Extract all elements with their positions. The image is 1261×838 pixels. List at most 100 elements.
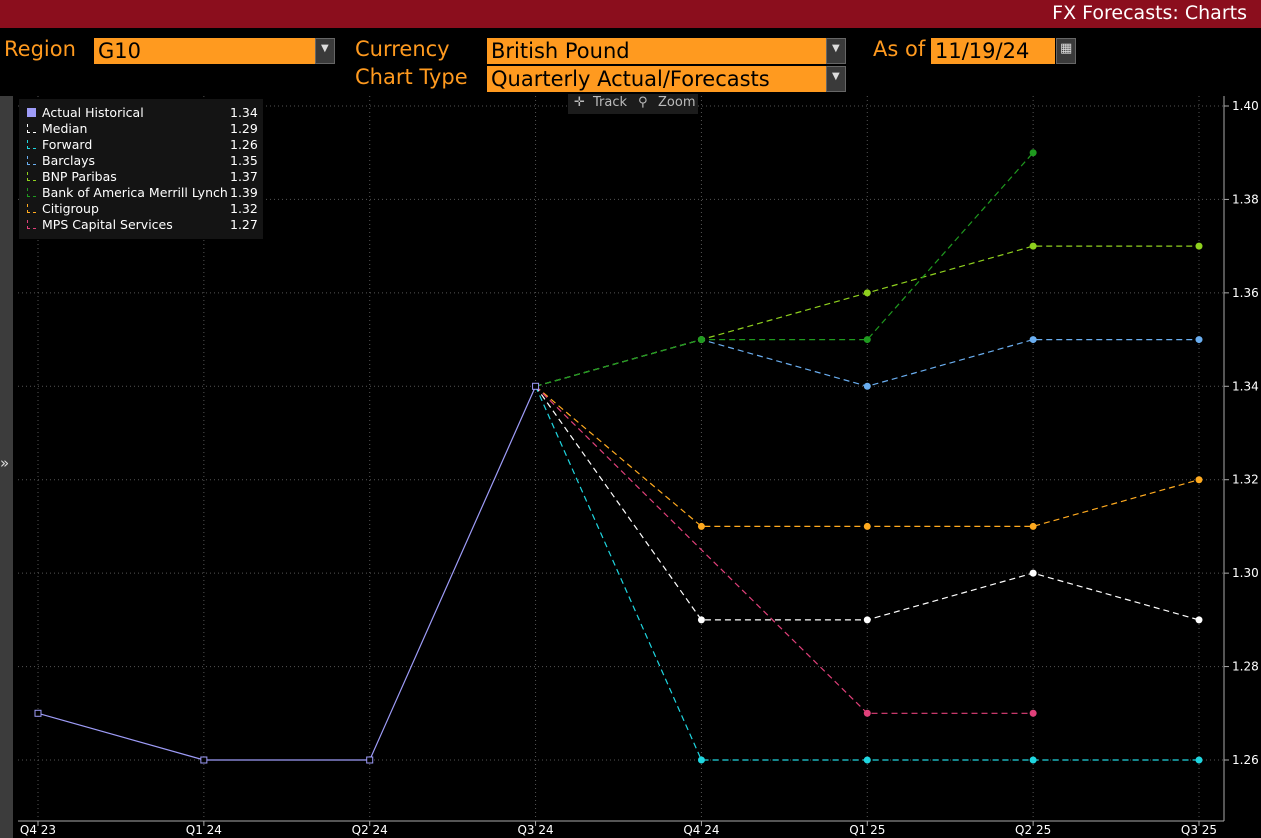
x-tick-label: Q1 24 (186, 823, 222, 837)
currency-label: Currency (355, 37, 450, 61)
y-tick-label: 1.34 (1232, 379, 1259, 393)
dropdown-arrow-icon: ▼ (832, 71, 840, 82)
dropdown-arrow-icon: ▼ (832, 43, 840, 54)
as-of-date-field[interactable]: 11/19/24 (931, 38, 1055, 64)
legend-entry[interactable]: Forward 1.26 (19, 137, 263, 153)
region-dropdown[interactable]: G10 (94, 38, 316, 64)
data-point-mps-capital-services (1029, 709, 1037, 717)
series-line-mps-capital-services (535, 385, 1034, 714)
series-line-actual-historical (37, 386, 537, 761)
legend-entry[interactable]: Actual Historical 1.34 (19, 105, 263, 121)
side-panel-toggle[interactable]: » (0, 96, 13, 838)
legend-series-value: 1.29 (230, 121, 258, 136)
legend-swatch (27, 156, 36, 165)
chart-legend: Actual Historical 1.34 Median 1.29 Forward 1.… (19, 99, 263, 239)
x-tick-label: Q3 25 (1181, 823, 1217, 837)
calendar-icon: ▦ (1060, 41, 1073, 56)
legend-swatch (27, 108, 36, 117)
legend-swatch (27, 124, 36, 133)
region-dropdown-button[interactable]: ▼ (315, 38, 335, 64)
legend-entry[interactable]: Barclays 1.35 (19, 153, 263, 169)
chart-type-label: Chart Type (355, 65, 468, 89)
data-point-median (863, 616, 871, 624)
legend-series-name: Bank of America Merrill Lynch (42, 185, 228, 200)
legend-entry[interactable]: Bank of America Merrill Lynch 1.39 (19, 185, 263, 201)
legend-series-value: 1.34 (230, 105, 258, 120)
x-tick-label: Q4 24 (683, 823, 719, 837)
chart-type-dropdown[interactable]: Quarterly Actual/Forecasts (487, 66, 827, 92)
calendar-button[interactable]: ▦ (1056, 38, 1076, 64)
data-point-forward (1195, 756, 1203, 764)
y-tick-label: 1.26 (1232, 753, 1259, 767)
data-point-citigroup (697, 522, 705, 530)
legend-series-value: 1.26 (230, 137, 258, 152)
data-point-forward (1029, 756, 1037, 764)
legend-series-name: MPS Capital Services (42, 217, 173, 232)
zoom-button[interactable]: Zoom (658, 95, 696, 110)
data-point-citigroup (863, 522, 871, 530)
as-of-label: As of (873, 37, 926, 61)
region-label: Region (4, 37, 76, 61)
data-point-median (697, 616, 705, 624)
window-title: FX Forecasts: Charts (1052, 2, 1247, 24)
y-tick-label: 1.40 (1232, 99, 1259, 113)
series-line-bank-of-america-merrill-lynch (535, 152, 1034, 387)
x-tick-label: Q4 23 (20, 823, 56, 837)
legend-series-name: Citigroup (42, 201, 99, 216)
x-tick-label: Q2 25 (1015, 823, 1051, 837)
legend-series-name: Barclays (42, 153, 96, 168)
legend-series-name: BNP Paribas (42, 169, 117, 184)
legend-swatch (27, 204, 36, 213)
data-point-bank-of-america-merrill-lynch (863, 336, 871, 344)
x-tick-label: Q3 24 (517, 823, 553, 837)
series-line-forward (535, 386, 1199, 761)
data-point-actual-historical (532, 382, 540, 390)
data-point-actual-historical (34, 709, 42, 717)
dropdown-arrow-icon: ▼ (321, 43, 329, 54)
legend-swatch (27, 188, 36, 197)
currency-dropdown[interactable]: British Pound (487, 38, 827, 64)
y-tick-label: 1.30 (1232, 566, 1259, 580)
currency-dropdown-button[interactable]: ▼ (826, 38, 846, 64)
crosshair-icon[interactable]: ✛ (574, 95, 585, 110)
track-button[interactable]: Track (593, 95, 628, 110)
x-tick-label: Q1 25 (849, 823, 885, 837)
legend-series-name: Median (42, 121, 88, 136)
data-point-barclays (1195, 336, 1203, 344)
legend-swatch (27, 140, 36, 149)
data-point-barclays (863, 382, 871, 390)
data-point-median (1029, 569, 1037, 577)
legend-series-value: 1.32 (230, 201, 258, 216)
title-bar: FX Forecasts: Charts (0, 0, 1261, 28)
legend-series-value: 1.27 (230, 217, 258, 232)
data-point-forward (697, 756, 705, 764)
magnifier-icon[interactable]: ⚲ (638, 95, 648, 110)
y-tick-label: 1.32 (1232, 473, 1259, 487)
legend-swatch (27, 220, 36, 229)
data-point-bank-of-america-merrill-lynch (697, 336, 705, 344)
legend-entry[interactable]: MPS Capital Services 1.27 (19, 217, 263, 233)
y-tick-label: 1.28 (1232, 660, 1259, 674)
y-tick-label: 1.36 (1232, 286, 1259, 300)
data-point-actual-historical (200, 756, 208, 764)
data-point-bnp-paribas (863, 289, 871, 297)
expand-panel-icon: » (0, 454, 10, 472)
legend-series-value: 1.37 (230, 169, 258, 184)
data-point-mps-capital-services (863, 709, 871, 717)
data-point-citigroup (1029, 522, 1037, 530)
data-point-actual-historical (366, 756, 374, 764)
legend-series-name: Forward (42, 137, 93, 152)
chart-type-dropdown-button[interactable]: ▼ (826, 66, 846, 92)
legend-series-value: 1.39 (230, 185, 258, 200)
legend-entry[interactable]: BNP Paribas 1.37 (19, 169, 263, 185)
data-point-bnp-paribas (1029, 242, 1037, 250)
legend-swatch (27, 172, 36, 181)
x-tick-label: Q2 24 (352, 823, 388, 837)
legend-entry[interactable]: Citigroup 1.32 (19, 201, 263, 217)
legend-series-value: 1.35 (230, 153, 258, 168)
chart-toolbar: ✛ Track ⚲ Zoom (568, 94, 698, 114)
legend-entry[interactable]: Median 1.29 (19, 121, 263, 137)
data-point-bnp-paribas (1195, 242, 1203, 250)
data-point-barclays (1029, 336, 1037, 344)
